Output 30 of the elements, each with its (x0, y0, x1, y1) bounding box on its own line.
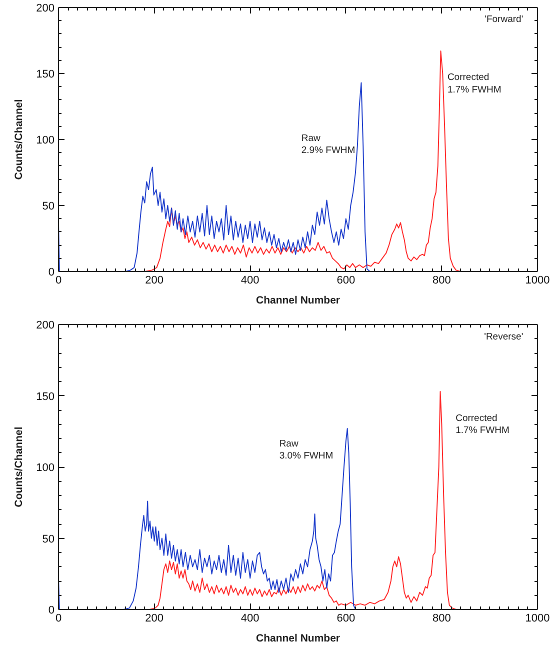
y-tick-label: 150 (36, 68, 55, 80)
x-axis-title: Channel Number (256, 294, 340, 306)
x-tick-label: 200 (145, 612, 164, 624)
y-tick-label: 150 (36, 390, 55, 403)
annotation: Raw 3.0% FWHM (279, 438, 334, 462)
y-tick-label: 200 (36, 320, 55, 332)
x-tick-label: 1000 (525, 612, 550, 624)
x-tick-label: 200 (145, 274, 164, 286)
y-axis-title: Counts/Channel (13, 426, 26, 508)
x-tick-label: 400 (240, 274, 260, 286)
y-tick-label: 0 (48, 604, 55, 616)
annotation: Corrected 1.7% FWHM (456, 412, 510, 436)
x-tick-label: 600 (336, 274, 356, 286)
y-axis-title: Counts/Channel (13, 99, 26, 180)
y-tick-label: 50 (42, 533, 55, 546)
y-tick-label: 0 (48, 266, 55, 278)
x-tick-label: 800 (432, 274, 451, 286)
y-tick-label: 100 (36, 134, 55, 146)
annotation: 'Forward' (484, 14, 524, 26)
x-tick-label: 600 (336, 612, 356, 624)
annotation: 'Reverse' (484, 332, 524, 343)
annotation: Corrected 1.7% FWHM (447, 72, 502, 96)
x-tick-label: 1000 (525, 274, 550, 286)
y-tick-label: 50 (42, 200, 55, 212)
y-tick-label: 100 (36, 462, 55, 474)
annotation: Raw 2.9% FWHM (301, 132, 356, 156)
x-axis-title: Channel Number (256, 632, 340, 644)
x-tick-label: 800 (432, 612, 451, 624)
y-tick-label: 200 (36, 2, 55, 14)
x-tick-label: 400 (240, 612, 260, 624)
